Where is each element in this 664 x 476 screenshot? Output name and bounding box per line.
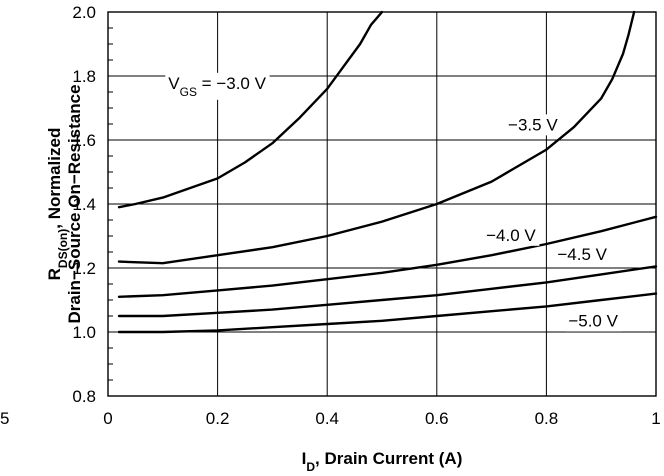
y-tick-label: 1.0: [72, 323, 96, 342]
x-tick-label: 0: [103, 409, 112, 428]
series-curve: [117, 10, 636, 265]
y-tick-label: 1.6: [72, 131, 96, 150]
series-label: −3.5 V: [508, 115, 558, 134]
curve-layer: [117, 10, 658, 334]
series-curve: [117, 215, 658, 298]
series-curve: [117, 265, 658, 318]
series-label: −5.0 V: [568, 312, 618, 331]
series-label-background: [565, 310, 622, 332]
series-label: VGS = −3.0 V: [168, 74, 266, 99]
y-axis-title-line1-rest: , Normalized: [45, 128, 64, 229]
series-label-background: [505, 114, 562, 136]
series-curve: [117, 10, 384, 209]
series-curve: [117, 292, 658, 334]
series-label: −4.5 V: [557, 245, 607, 264]
left-edge-fragment: 5: [0, 409, 9, 428]
x-axis-title-sub: D: [306, 460, 315, 474]
label-layer: VGS = −3.0 V −3.5 V −4.0 V −4.5 V −5.0 V: [165, 72, 622, 332]
y-axis-title: RDS(on), Normalized Drain−Source On−Resi…: [45, 84, 84, 323]
series-label-background: [165, 72, 270, 100]
y-tick-label: 1.2: [72, 259, 96, 278]
series-label: −4.0 V: [486, 226, 536, 245]
y-axis-title-line1-main: R: [45, 268, 64, 280]
x-tick-label: 0.8: [535, 409, 559, 428]
x-tick-label: 0.2: [206, 409, 230, 428]
tick-layer: 0 0.2 0.4 0.6 0.8 1 0.8 1.0 1.2 1.4 1.6 1.8 2.0: [72, 3, 660, 428]
x-axis-title-rest: , Drain Current (A): [315, 449, 462, 468]
y-tick-label: 1.8: [72, 67, 96, 86]
grid-layer: [107, 11, 657, 397]
y-axis-title-line2: Drain−Source On−Resistance: [65, 84, 84, 323]
x-axis-title: ID, Drain Current (A): [302, 449, 463, 474]
y-axis-title-line1-sub: DS(on): [56, 229, 70, 268]
x-tick-label: 1: [651, 409, 660, 428]
y-tick-label: 0.8: [72, 387, 96, 406]
x-tick-label: 0.4: [315, 409, 339, 428]
x-tick-label: 0.6: [425, 409, 449, 428]
series-label-background: [554, 244, 611, 265]
y-tick-label: 1.4: [72, 195, 96, 214]
y-axis-title-line1: RDS(on), Normalized: [45, 128, 70, 281]
y-tick-label: 2.0: [72, 3, 96, 22]
series-label-background: [483, 224, 540, 246]
x-axis-title-main: I: [302, 449, 307, 468]
